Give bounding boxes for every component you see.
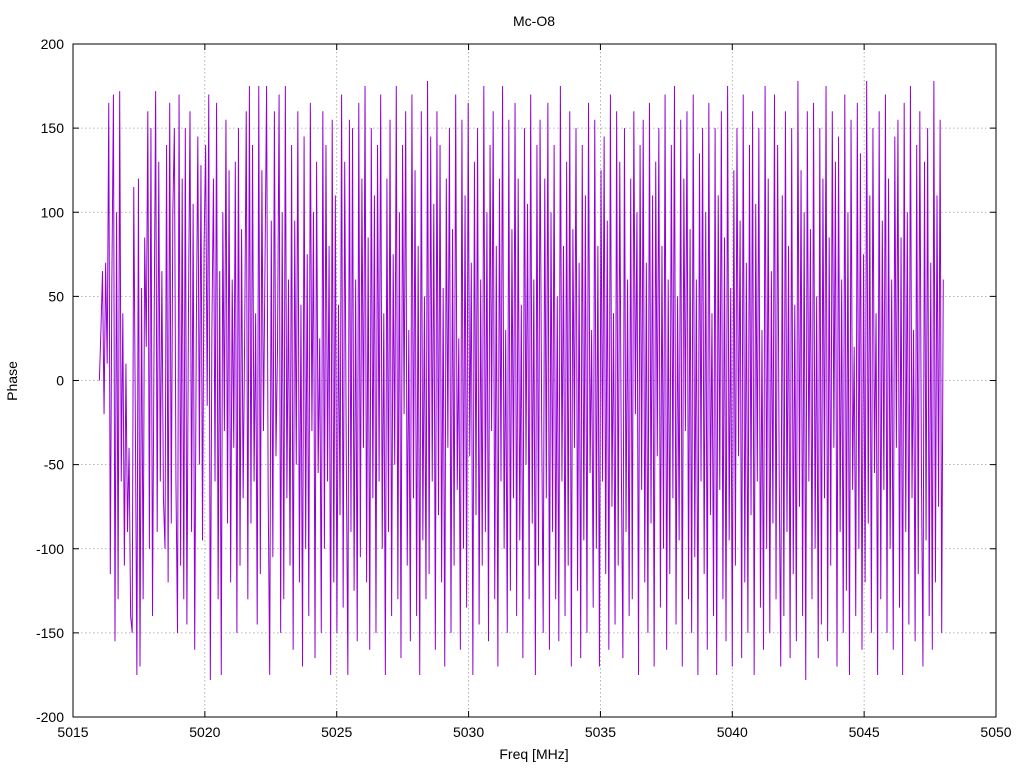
x-axis-label: Freq [MHz]	[499, 746, 568, 762]
y-tick-label: -200	[36, 709, 64, 725]
y-tick-label: 200	[41, 36, 65, 52]
x-tick-label: 5040	[717, 724, 748, 740]
y-tick-label: 50	[48, 288, 64, 304]
axis-ticks	[72, 43, 997, 718]
y-tick-label: 150	[41, 120, 65, 136]
x-tick-label: 5015	[57, 724, 88, 740]
x-tick-label: 5045	[849, 724, 880, 740]
x-tick-labels: 5015 5020 5025 5030 5035 5040 5045 5050	[57, 724, 1011, 740]
phase-series-line	[98, 81, 944, 680]
y-tick-label: -100	[36, 541, 64, 557]
x-tick-label: 5030	[453, 724, 484, 740]
y-tick-label: 0	[56, 373, 64, 389]
x-tick-label: 5020	[189, 724, 220, 740]
x-tick-label: 5035	[585, 724, 616, 740]
y-tick-labels: -200 -150 -100 -50 0 50 100 150 200	[36, 36, 64, 725]
y-tick-label: -150	[36, 625, 64, 641]
chart-title: Mc-O8	[513, 13, 555, 29]
y-tick-label: 100	[41, 204, 65, 220]
y-tick-label: -50	[44, 457, 64, 473]
y-axis-label: Phase	[4, 361, 20, 401]
x-tick-label: 5050	[980, 724, 1011, 740]
x-tick-label: 5025	[321, 724, 352, 740]
